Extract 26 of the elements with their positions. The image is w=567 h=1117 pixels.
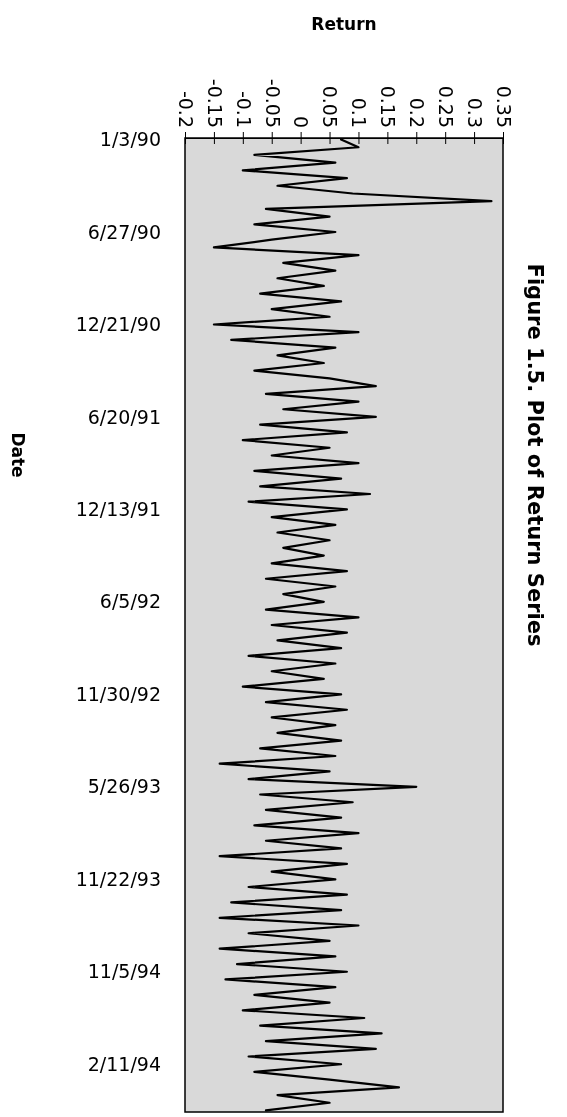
x-axis-title: Return xyxy=(311,14,377,34)
x-tick-label: 0.15 xyxy=(377,85,400,128)
x-tick-label: 0 xyxy=(290,115,313,128)
x-tick-label: -0.1 xyxy=(232,90,255,128)
x-tick-label: 0.3 xyxy=(463,97,486,128)
y-tick-label: 12/21/90 xyxy=(75,313,161,336)
x-tick-label: 0.35 xyxy=(492,85,515,128)
y-tick-label: 11/22/93 xyxy=(75,867,161,890)
y-tick-label: 11/30/92 xyxy=(75,682,161,705)
x-tick-label: 0.2 xyxy=(406,97,429,128)
x-tick-label: -0.2 xyxy=(174,90,197,128)
x-tick-label: 0.25 xyxy=(435,85,458,128)
y-tick-label: 2/11/94 xyxy=(87,1052,161,1075)
y-tick-label: 5/26/93 xyxy=(87,775,161,798)
y-tick-label: 6/5/92 xyxy=(99,590,161,613)
y-tick-label: 11/5/94 xyxy=(87,960,161,983)
x-tick-label: -0.15 xyxy=(203,78,226,128)
y-tick-label: 1/3/90 xyxy=(99,128,161,151)
x-tick-label: 0.05 xyxy=(319,85,342,128)
x-tick-label: -0.05 xyxy=(261,78,284,128)
y-axis-title: Date xyxy=(8,432,28,478)
y-tick-label: 12/13/91 xyxy=(75,497,161,520)
x-tick-label: 0.1 xyxy=(348,97,371,128)
text: Figure 1.5. Plot of Return Series xyxy=(523,263,547,647)
y-tick-label: 6/27/90 xyxy=(87,220,161,243)
y-tick-label: 6/20/91 xyxy=(87,405,161,428)
